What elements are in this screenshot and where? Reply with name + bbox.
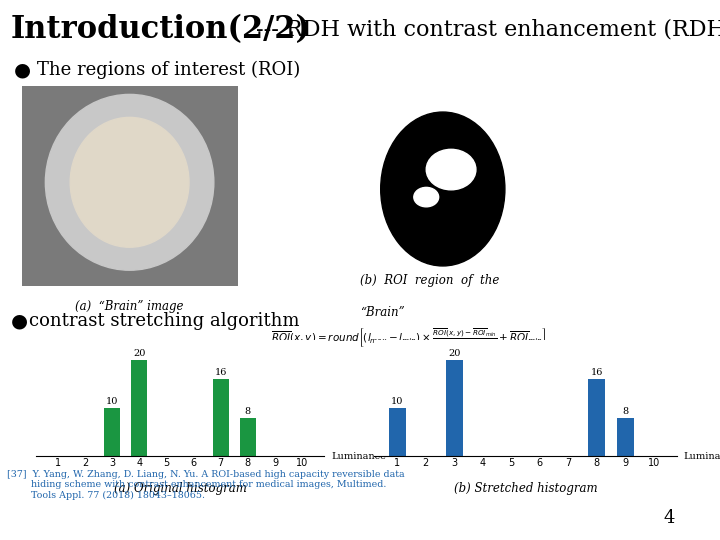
Ellipse shape [414, 187, 438, 207]
Bar [240, 417, 256, 456]
Bar [617, 417, 634, 456]
Text: Luminance: Luminance [331, 452, 386, 461]
Bar [131, 360, 148, 456]
Text: $\overline{ROI}(x,y)=round\left[(l_{max}-l_{min})\times\frac{\overline{ROI}(x,y): $\overline{ROI}(x,y)=round\left[(l_{max}… [271, 326, 546, 349]
Text: 16: 16 [215, 368, 227, 377]
Text: ●: ● [14, 60, 31, 80]
Text: Introduction(2/2): Introduction(2/2) [11, 14, 310, 45]
Text: (a)  “Brain” image: (a) “Brain” image [76, 300, 184, 313]
Text: 20: 20 [133, 349, 145, 357]
Ellipse shape [70, 117, 189, 247]
Bar [212, 379, 229, 456]
Ellipse shape [45, 94, 214, 270]
Text: 16: 16 [590, 368, 603, 377]
Text: Luminance: Luminance [684, 452, 720, 461]
Text: “Brain”: “Brain” [360, 306, 405, 319]
Text: [37]  Y. Yang, W. Zhang, D. Liang, N. Yu. A ROI-based high capacity reversible d: [37] Y. Yang, W. Zhang, D. Liang, N. Yu.… [7, 470, 405, 500]
Ellipse shape [426, 149, 476, 190]
Bar [588, 379, 606, 456]
Text: (b) Stretched histogram: (b) Stretched histogram [454, 482, 598, 495]
Text: contrast stretching algorithm: contrast stretching algorithm [29, 312, 300, 330]
Bar [104, 408, 120, 456]
Ellipse shape [381, 112, 505, 266]
Text: 8: 8 [622, 407, 629, 416]
Text: --- RDH with contrast enhancement (RDHCE ): --- RDH with contrast enhancement (RDHCE… [256, 19, 720, 40]
Text: ●: ● [11, 312, 28, 331]
Text: The regions of interest (ROI): The regions of interest (ROI) [37, 61, 301, 79]
Bar [446, 360, 463, 456]
Text: (b)  ROI  region  of  the: (b) ROI region of the [360, 273, 500, 287]
Text: (a) Original histogram: (a) Original histogram [114, 482, 246, 495]
Bar [389, 408, 406, 456]
Text: 10: 10 [391, 397, 403, 406]
Text: 20: 20 [448, 349, 461, 357]
Text: 10: 10 [106, 397, 118, 406]
Text: 8: 8 [245, 407, 251, 416]
Text: 4: 4 [664, 509, 675, 528]
